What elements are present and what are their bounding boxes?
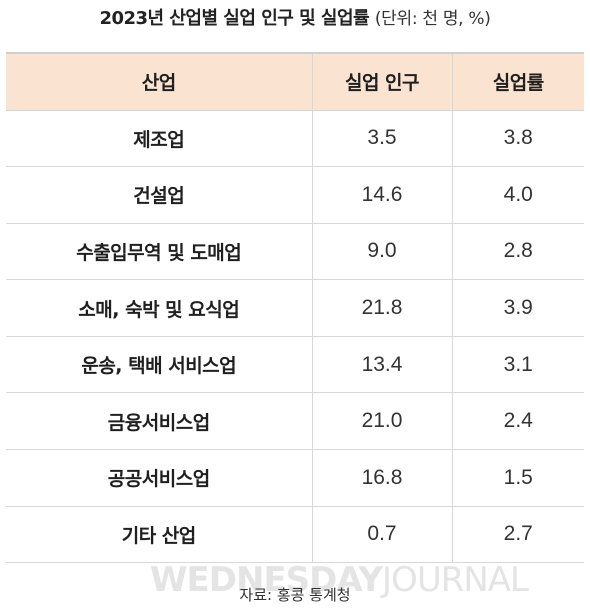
industry-cell: 소매, 숙박 및 요식업 [6,279,312,337]
table-title-main: 2023년 산업별 실업 인구 및 실업률 [99,8,370,29]
unemployed-cell: 16.8 [311,449,452,507]
rate-cell: 3.9 [451,279,584,337]
header-rate: 실업률 [451,52,584,111]
unemployed-cell: 14.6 [311,166,452,224]
unemployed-cell: 21.8 [311,279,452,337]
unemployed-cell: 9.0 [311,223,452,281]
table-title-unit: (단위: 천 명, %) [374,9,491,29]
header-unemployed: 실업 인구 [311,52,452,111]
table-row: 제조업 3.5 3.8 [6,110,584,168]
source-note: 자료: 홍콩 통계청 [239,586,351,604]
table-row: 수출입무역 및 도매업 9.0 2.8 [6,223,584,281]
header-industry: 산업 [6,52,312,111]
industry-cell: 금융서비스업 [6,392,312,451]
table-row: 소매, 숙박 및 요식업 21.8 3.9 [6,279,584,337]
unemployed-cell: 0.7 [311,506,452,564]
table-row: 금융서비스업 21.0 2.4 [6,392,584,451]
rate-cell: 3.8 [451,110,584,168]
unemployed-cell: 21.0 [311,392,452,451]
watermark-bold-text: WEDNESDAY [150,560,383,600]
table-header-row: 산업 실업 인구 실업률 [6,52,584,111]
rate-cell: 3.1 [451,336,584,394]
table-row: 운송, 택배 서비스업 13.4 3.1 [6,336,584,394]
table-title: 2023년 산업별 실업 인구 및 실업률 (단위: 천 명, %) [0,6,590,32]
industry-cell: 공공서비스업 [6,449,312,507]
rate-cell: 2.7 [451,506,584,564]
industry-cell: 제조업 [6,110,312,168]
industry-cell: 기타 산업 [6,506,312,564]
rate-cell: 4.0 [451,166,584,224]
table-row: 공공서비스업 16.8 1.5 [6,449,584,507]
watermark-light-text: JOURNAL [382,560,529,600]
rate-cell: 2.8 [451,223,584,281]
rate-cell: 1.5 [451,449,584,507]
unemployed-cell: 13.4 [311,336,452,394]
industry-cell: 운송, 택배 서비스업 [6,336,312,394]
table-row: 기타 산업 0.7 2.7 [6,506,584,564]
rate-cell: 2.4 [451,392,584,451]
unemployed-cell: 3.5 [311,110,452,168]
table-row: 건설업 14.6 4.0 [6,166,584,224]
publisher-watermark: WEDNESDAYJOURNAL [150,560,529,600]
unemployment-table: 산업 실업 인구 실업률 제조업 3.5 3.8 건설업 14.6 4.0 수출… [6,52,584,564]
industry-cell: 건설업 [6,166,312,224]
industry-cell: 수출입무역 및 도매업 [6,223,312,281]
